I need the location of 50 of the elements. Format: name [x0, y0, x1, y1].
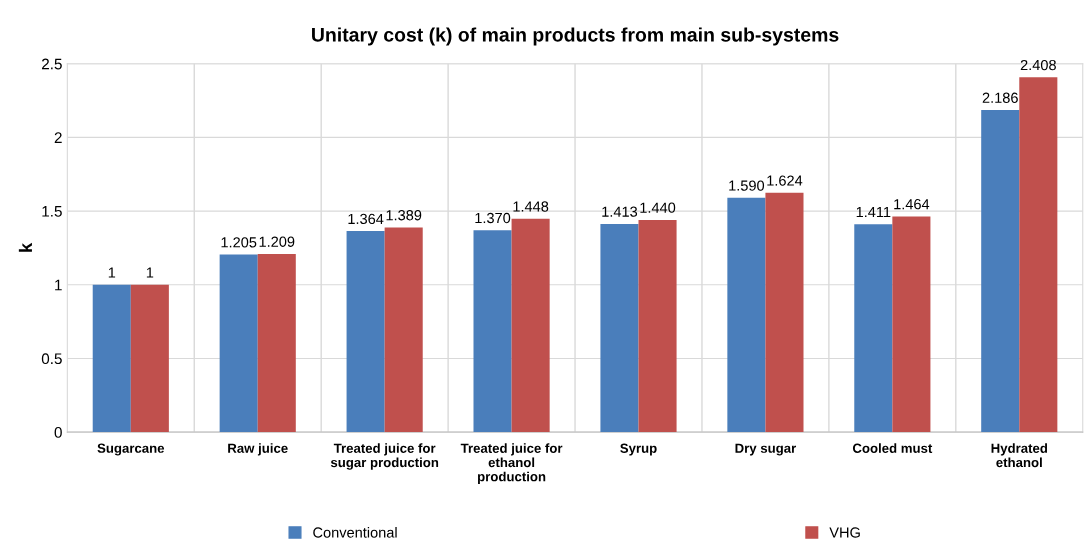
data-label: 1.624 — [767, 175, 803, 186]
data-label: 1.205 — [221, 237, 257, 248]
bar — [511, 218, 550, 433]
bar — [1019, 77, 1058, 433]
chart-title: Unitary cost (k) of main products from main sub-systems — [312, 27, 839, 46]
bar — [384, 227, 423, 433]
data-label: 1.413 — [602, 206, 638, 217]
bar — [130, 284, 169, 433]
y-tick-label: 2.5 — [42, 58, 62, 70]
bar — [765, 192, 804, 433]
x-tick-label: Treated juice for sugar production — [330, 443, 439, 470]
y-tick-label: 0 — [54, 426, 62, 438]
data-label: 1.590 — [729, 180, 765, 191]
y-tick-label: 1.5 — [42, 206, 62, 217]
y-tick-label: 1 — [55, 279, 62, 291]
data-label: 1 — [146, 267, 154, 278]
data-label: 1.411 — [856, 206, 891, 217]
data-label: 1.464 — [894, 199, 930, 210]
bar — [892, 216, 931, 433]
bar — [346, 231, 385, 433]
x-tick-label: Sugarcane — [97, 443, 165, 456]
data-label: 1.389 — [386, 210, 422, 221]
data-label: 2.408 — [1020, 59, 1056, 71]
x-tick-label: Cooled must — [852, 443, 933, 453]
data-label: 1.364 — [348, 213, 384, 225]
bar — [638, 219, 677, 433]
y-tick-label: 0.5 — [41, 353, 62, 365]
data-label: 1.440 — [640, 202, 676, 213]
x-tick-label: Syrup — [620, 443, 657, 456]
x-tick-label: Dry sugar — [735, 443, 797, 456]
legend-label: VHG — [829, 527, 860, 538]
x-tick-label: Treated juice for ethanol production — [460, 443, 563, 484]
bar — [600, 223, 639, 433]
bar — [854, 224, 893, 433]
data-label: 1 — [108, 267, 116, 278]
data-label: 1.370 — [475, 212, 511, 224]
bar — [219, 254, 258, 433]
bar — [727, 197, 766, 433]
bar — [473, 230, 512, 433]
y-tick-label: 2 — [54, 132, 62, 143]
data-label: 2.186 — [982, 92, 1018, 103]
y-axis-title: k — [18, 242, 32, 252]
legend-label: Conventional — [313, 526, 397, 538]
data-label: 1.209 — [259, 236, 295, 247]
bar — [981, 109, 1020, 433]
x-tick-label: Raw juice — [228, 443, 288, 456]
data-label: 1.448 — [513, 201, 549, 212]
x-tick-label: Hydrated ethanol — [991, 443, 1048, 468]
bar — [92, 284, 131, 433]
bar — [257, 253, 296, 433]
